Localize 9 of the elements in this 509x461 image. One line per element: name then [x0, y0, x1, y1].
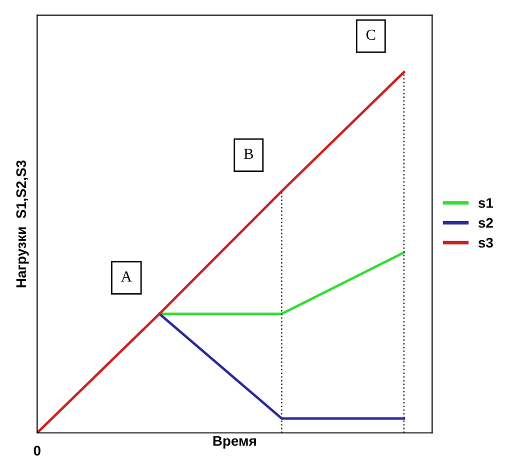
legend-label: s2: [478, 218, 493, 228]
legend-label: s1: [478, 198, 494, 208]
y-axis-title: Нагрузки S1,S2,S3: [16, 160, 29, 288]
text: C: [366, 30, 376, 40]
legend-label: s3: [478, 238, 493, 248]
annotation: A: [121, 271, 132, 282]
text: 0: [34, 446, 40, 456]
x-axis-title: Время: [213, 436, 256, 449]
annotation: B: [244, 148, 253, 159]
